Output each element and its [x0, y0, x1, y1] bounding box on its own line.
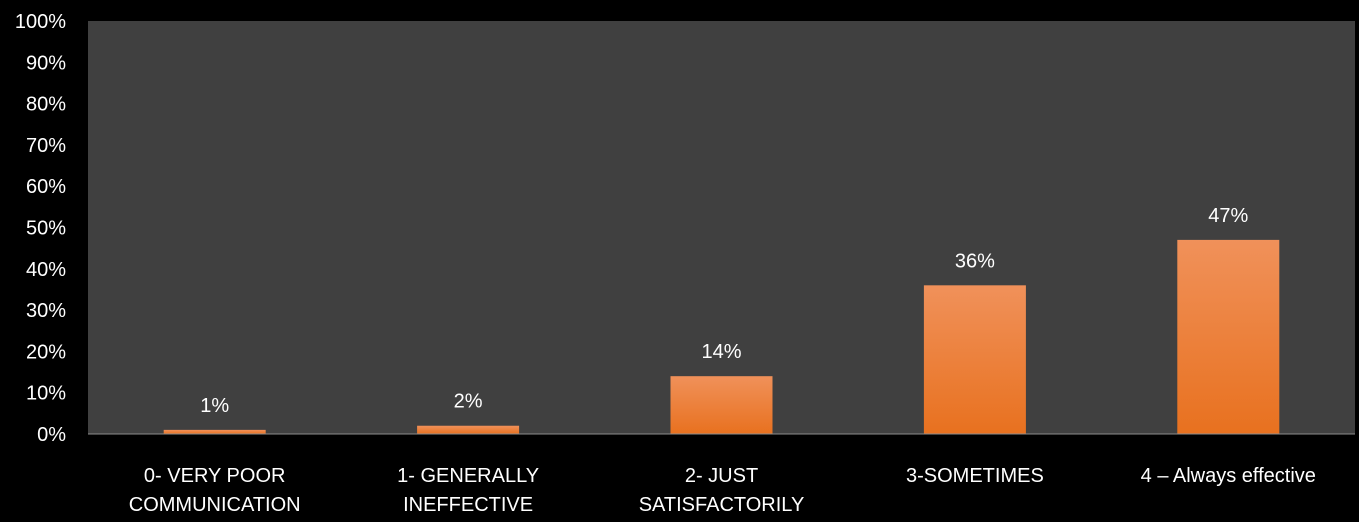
y-axis-ticks: 0% 10% 20% 30% 40% 50% 60% 70% 80% 90% 100% [15, 11, 66, 446]
y-tick-label: 10% [26, 383, 66, 405]
y-tick-label: 80% [26, 94, 66, 116]
bar [163, 429, 266, 434]
y-tick-label: 40% [26, 259, 66, 281]
bar [923, 285, 1026, 434]
y-tick-label: 90% [26, 52, 66, 74]
data-label: 36% [955, 250, 995, 272]
bar [670, 376, 773, 434]
plot-area [88, 21, 1355, 434]
data-label: 14% [701, 341, 741, 363]
y-tick-label: 100% [15, 11, 66, 33]
data-labels: 1% 2% 14% 36% 47% [200, 205, 1248, 417]
data-label: 47% [1208, 205, 1248, 227]
bar [1177, 239, 1280, 434]
bars [163, 239, 1280, 434]
y-tick-label: 0% [37, 424, 66, 446]
x-tick-label: 3-SOMETIMES [906, 465, 1044, 487]
x-tick-label: 2- JUST SATISFACTORILY [639, 465, 805, 516]
x-tick-label: 1- GENERALLY INEFFECTIVE [397, 465, 539, 516]
y-tick-label: 30% [26, 300, 66, 322]
y-tick-label: 60% [26, 176, 66, 198]
y-tick-label: 70% [26, 135, 66, 157]
data-label: 2% [454, 391, 483, 413]
y-tick-label: 50% [26, 218, 66, 240]
data-label: 1% [200, 395, 229, 417]
x-tick-label: 0- VERY POOR COMMUNICATION [129, 465, 301, 516]
y-tick-label: 20% [26, 341, 66, 363]
x-tick-label: 4 – Always effective [1141, 465, 1316, 487]
bar [417, 425, 520, 434]
category-labels: 0- VERY POOR COMMUNICATION 1- GENERALLY INE… [129, 465, 1316, 516]
